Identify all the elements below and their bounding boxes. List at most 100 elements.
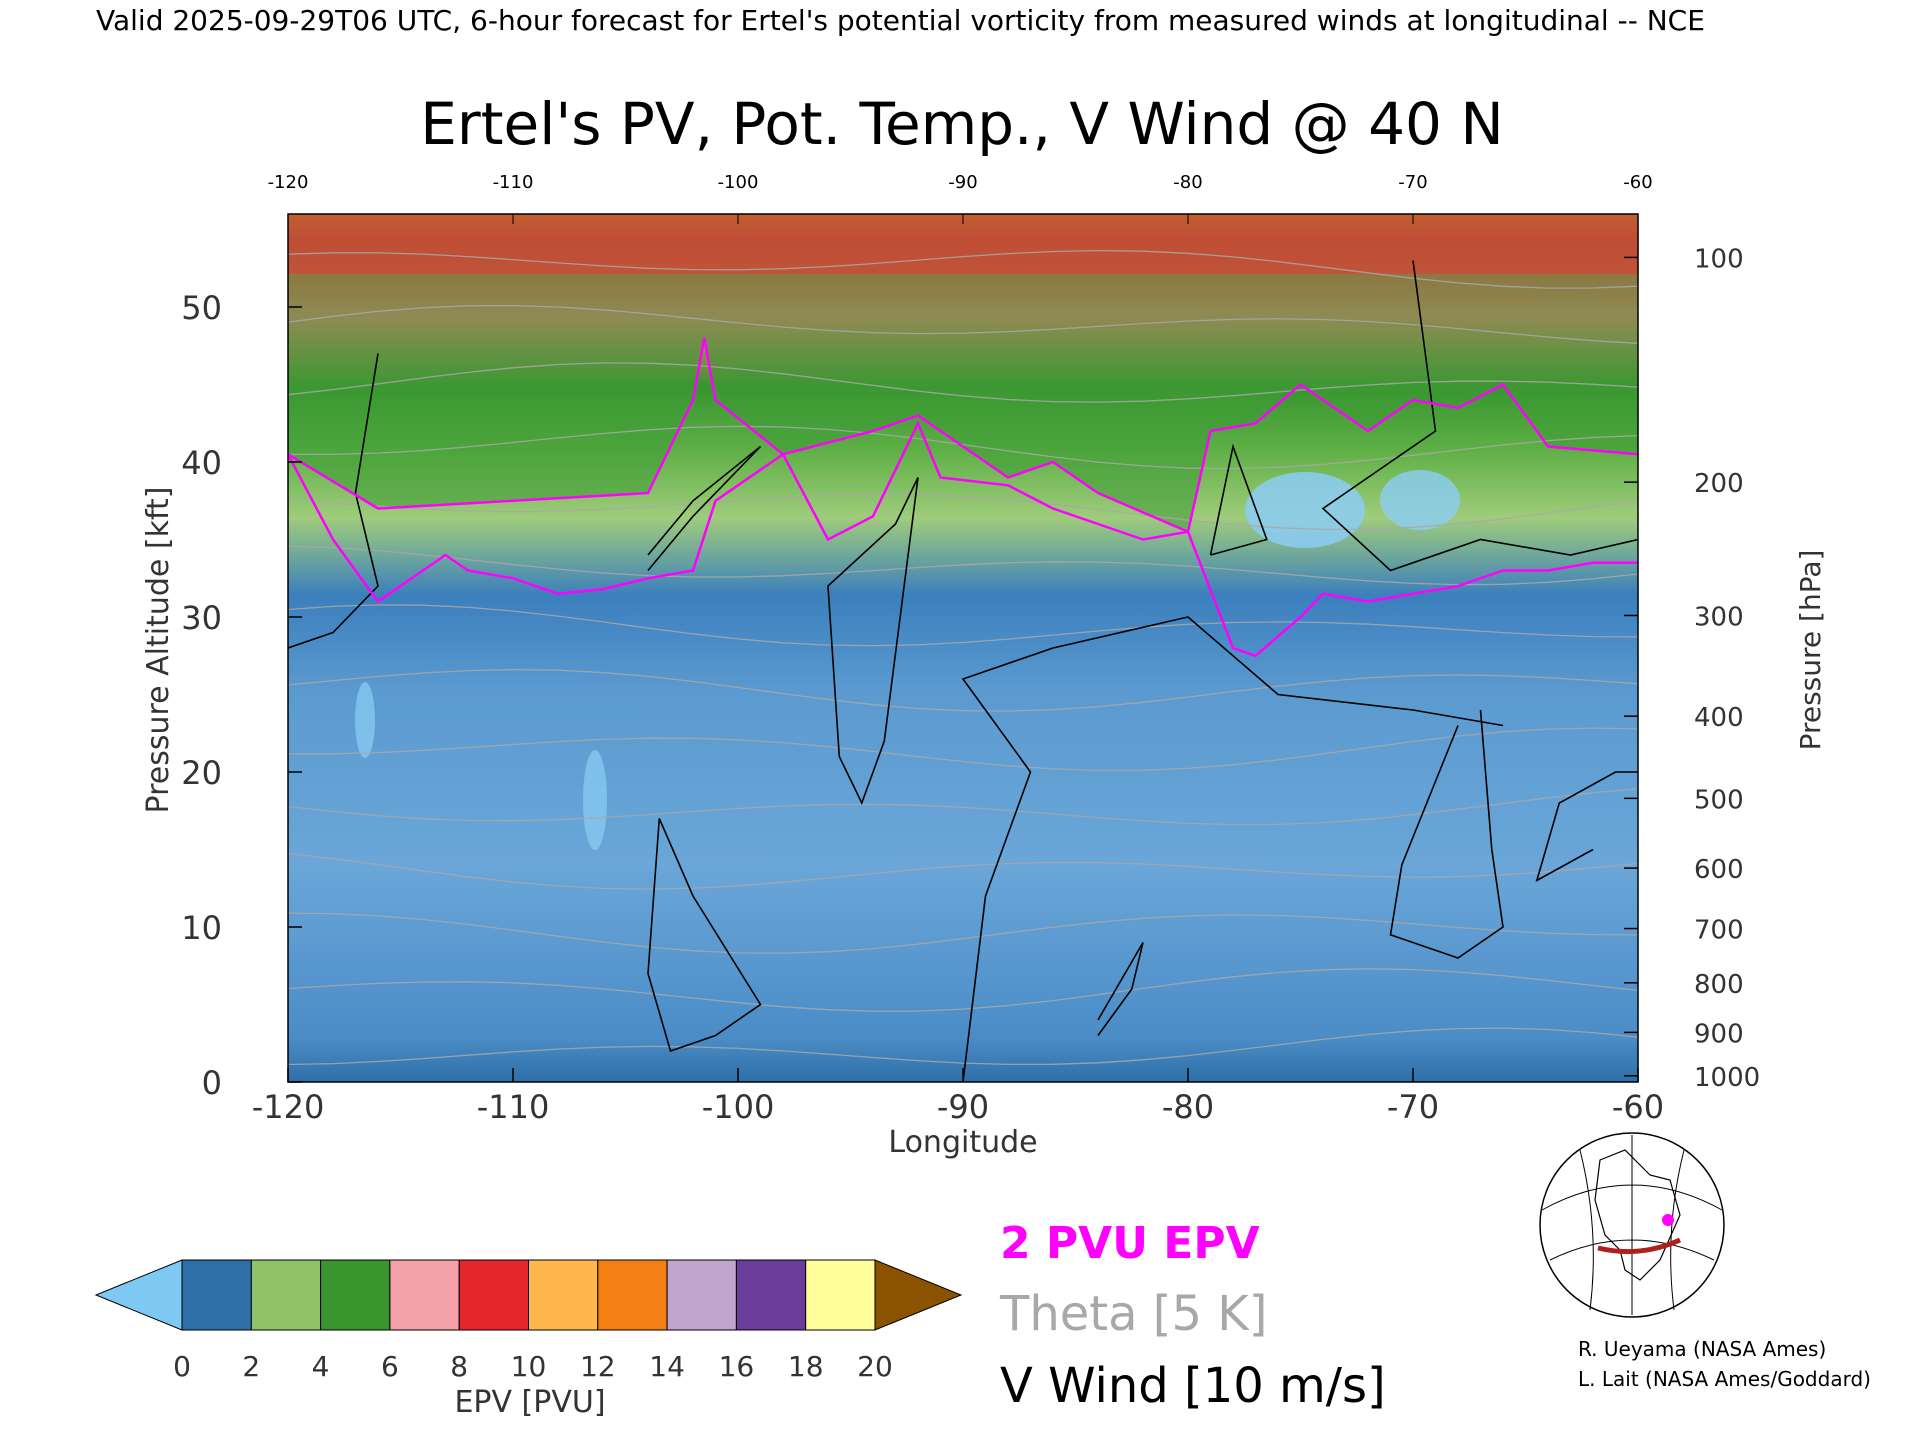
colorbar-tick-label: 10 (511, 1350, 547, 1383)
colorbar-swatch (181, 1259, 252, 1331)
locator-map (1539, 1132, 1725, 1318)
colorbar-label: EPV [PVU] (454, 1385, 605, 1420)
y-axis-label-left: Pressure Altitude [kft] (141, 487, 176, 814)
pv-2pvu-contour (288, 420, 1638, 658)
v-wind-contour (827, 477, 919, 806)
colorbar-tick-label: 8 (450, 1350, 468, 1383)
theta-contour (288, 727, 1638, 772)
v-wind-contour (1209, 443, 1268, 556)
v-wind-contour (1321, 260, 1638, 572)
pressure-tick-label: 600 (1694, 855, 1744, 885)
colorbar-swatch (389, 1259, 460, 1331)
colorbar-tick-label: 4 (312, 1350, 330, 1383)
theta-contour (288, 852, 1638, 890)
low-epv-patch (355, 682, 375, 758)
y-tick-label: 40 (181, 444, 222, 482)
colorbar-swatch (528, 1259, 599, 1331)
stratosphere-band (288, 214, 1638, 532)
pressure-tick-label: 800 (1694, 970, 1744, 1000)
theta-contour (288, 968, 1638, 1012)
theta-contour (288, 1027, 1638, 1066)
legend: 2 PVU EPV Theta [5 K] V Wind [10 m/s] (999, 1218, 1386, 1414)
legend-vwind: V Wind [10 m/s] (1000, 1358, 1386, 1414)
top-x-tick-label: -120 (268, 172, 309, 193)
y-tick-label: 30 (181, 599, 222, 637)
theta-contour (288, 362, 1638, 403)
locator-graticule (1541, 1135, 1723, 1315)
x-axis-label: Longitude (888, 1125, 1037, 1160)
v-wind-contour (1535, 771, 1638, 883)
colorbar-tick-label: 16 (719, 1350, 755, 1383)
colorbar-swatch (735, 1259, 807, 1331)
x-tick-label: -100 (702, 1088, 775, 1126)
legend-2pvu: 2 PVU EPV (1000, 1218, 1260, 1269)
pressure-tick-label: 1000 (1694, 1063, 1760, 1093)
top-x-tick-label: -80 (1173, 172, 1202, 193)
theta-contour (288, 604, 1638, 647)
locator-coastline (1594, 1149, 1681, 1281)
theta-contour (288, 912, 1638, 954)
colorbar-tick-label: 20 (857, 1350, 893, 1383)
theta-contour (288, 788, 1638, 826)
theta-contour (288, 545, 1638, 586)
colorbar-over-arrow (874, 1259, 963, 1331)
low-epv-patch (1380, 470, 1460, 530)
x-tick-label: -60 (1612, 1088, 1664, 1126)
colorbar-tick-label: 6 (381, 1350, 399, 1383)
pressure-tick-label: 700 (1694, 916, 1744, 946)
plot-area (288, 214, 1638, 1082)
pressure-tick-label: 400 (1694, 703, 1744, 733)
pressure-tick-label: 900 (1694, 1019, 1744, 1049)
low-epv-patch (583, 750, 607, 850)
locator-section-line (1597, 1237, 1682, 1255)
pressure-tick-label: 200 (1694, 469, 1744, 499)
colorbar-swatch (250, 1259, 322, 1331)
x-tick-label: -110 (477, 1088, 550, 1126)
colorbar-swatch (320, 1259, 391, 1331)
theta-contour (288, 249, 1638, 289)
colorbar-swatch (597, 1259, 668, 1331)
y-tick-label: 20 (181, 754, 222, 792)
colorbar-swatch (805, 1259, 876, 1331)
x-tick-label: -120 (252, 1088, 325, 1126)
credit-line-2: L. Lait (NASA Ames/Goddard) (1578, 1367, 1871, 1391)
theta-contour (288, 493, 1638, 531)
v-wind-contour (647, 445, 762, 572)
colorbar-tick-label: 0 (173, 1350, 191, 1383)
pressure-tick-label: 300 (1694, 602, 1744, 632)
locator-marker (1662, 1214, 1674, 1226)
top-x-tick-label: -100 (718, 172, 759, 193)
low-epv-patch (1245, 472, 1365, 548)
x-tick-label: -90 (937, 1088, 989, 1126)
colorbar-tick-label: 14 (649, 1350, 685, 1383)
pressure-tick-label: 100 (1694, 244, 1744, 274)
x-tick-label: -80 (1162, 1088, 1214, 1126)
theta-contour (288, 425, 1638, 470)
y-tick-label: 50 (181, 289, 222, 327)
y-axis-label-right: Pressure [hPa] (1794, 550, 1827, 751)
colorbar-swatch (666, 1259, 737, 1331)
top-x-tick-label: -90 (948, 172, 977, 193)
valid-time-header: Valid 2025-09-29T06 UTC, 6-hour forecast… (96, 4, 1705, 37)
locator-globe (1539, 1132, 1725, 1318)
top-x-tick-label: -60 (1623, 172, 1652, 193)
legend-theta: Theta [5 K] (999, 1286, 1268, 1342)
chart-title: Ertel's PV, Pot. Temp., V Wind @ 40 N (420, 90, 1503, 158)
v-wind-contour (1097, 942, 1144, 1036)
theta-contour (288, 304, 1638, 344)
v-wind-contour (647, 818, 762, 1053)
v-wind-contour (1389, 709, 1504, 959)
top-x-tick-label: -70 (1398, 172, 1427, 193)
credit-line-1: R. Ueyama (NASA Ames) (1578, 1337, 1826, 1361)
v-wind-contour (288, 353, 379, 649)
colorbar-under-arrow (94, 1259, 183, 1331)
pv-2pvu-contour (288, 337, 1638, 534)
y-tick-label: 10 (181, 909, 222, 947)
y-tick-label: 0 (202, 1064, 222, 1102)
top-x-tick-label: -110 (493, 172, 534, 193)
colorbar-swatch (458, 1259, 530, 1331)
colorbar-tick-label: 2 (242, 1350, 260, 1383)
theta-contour (288, 668, 1638, 712)
colorbar-tick-label: 18 (788, 1350, 824, 1383)
